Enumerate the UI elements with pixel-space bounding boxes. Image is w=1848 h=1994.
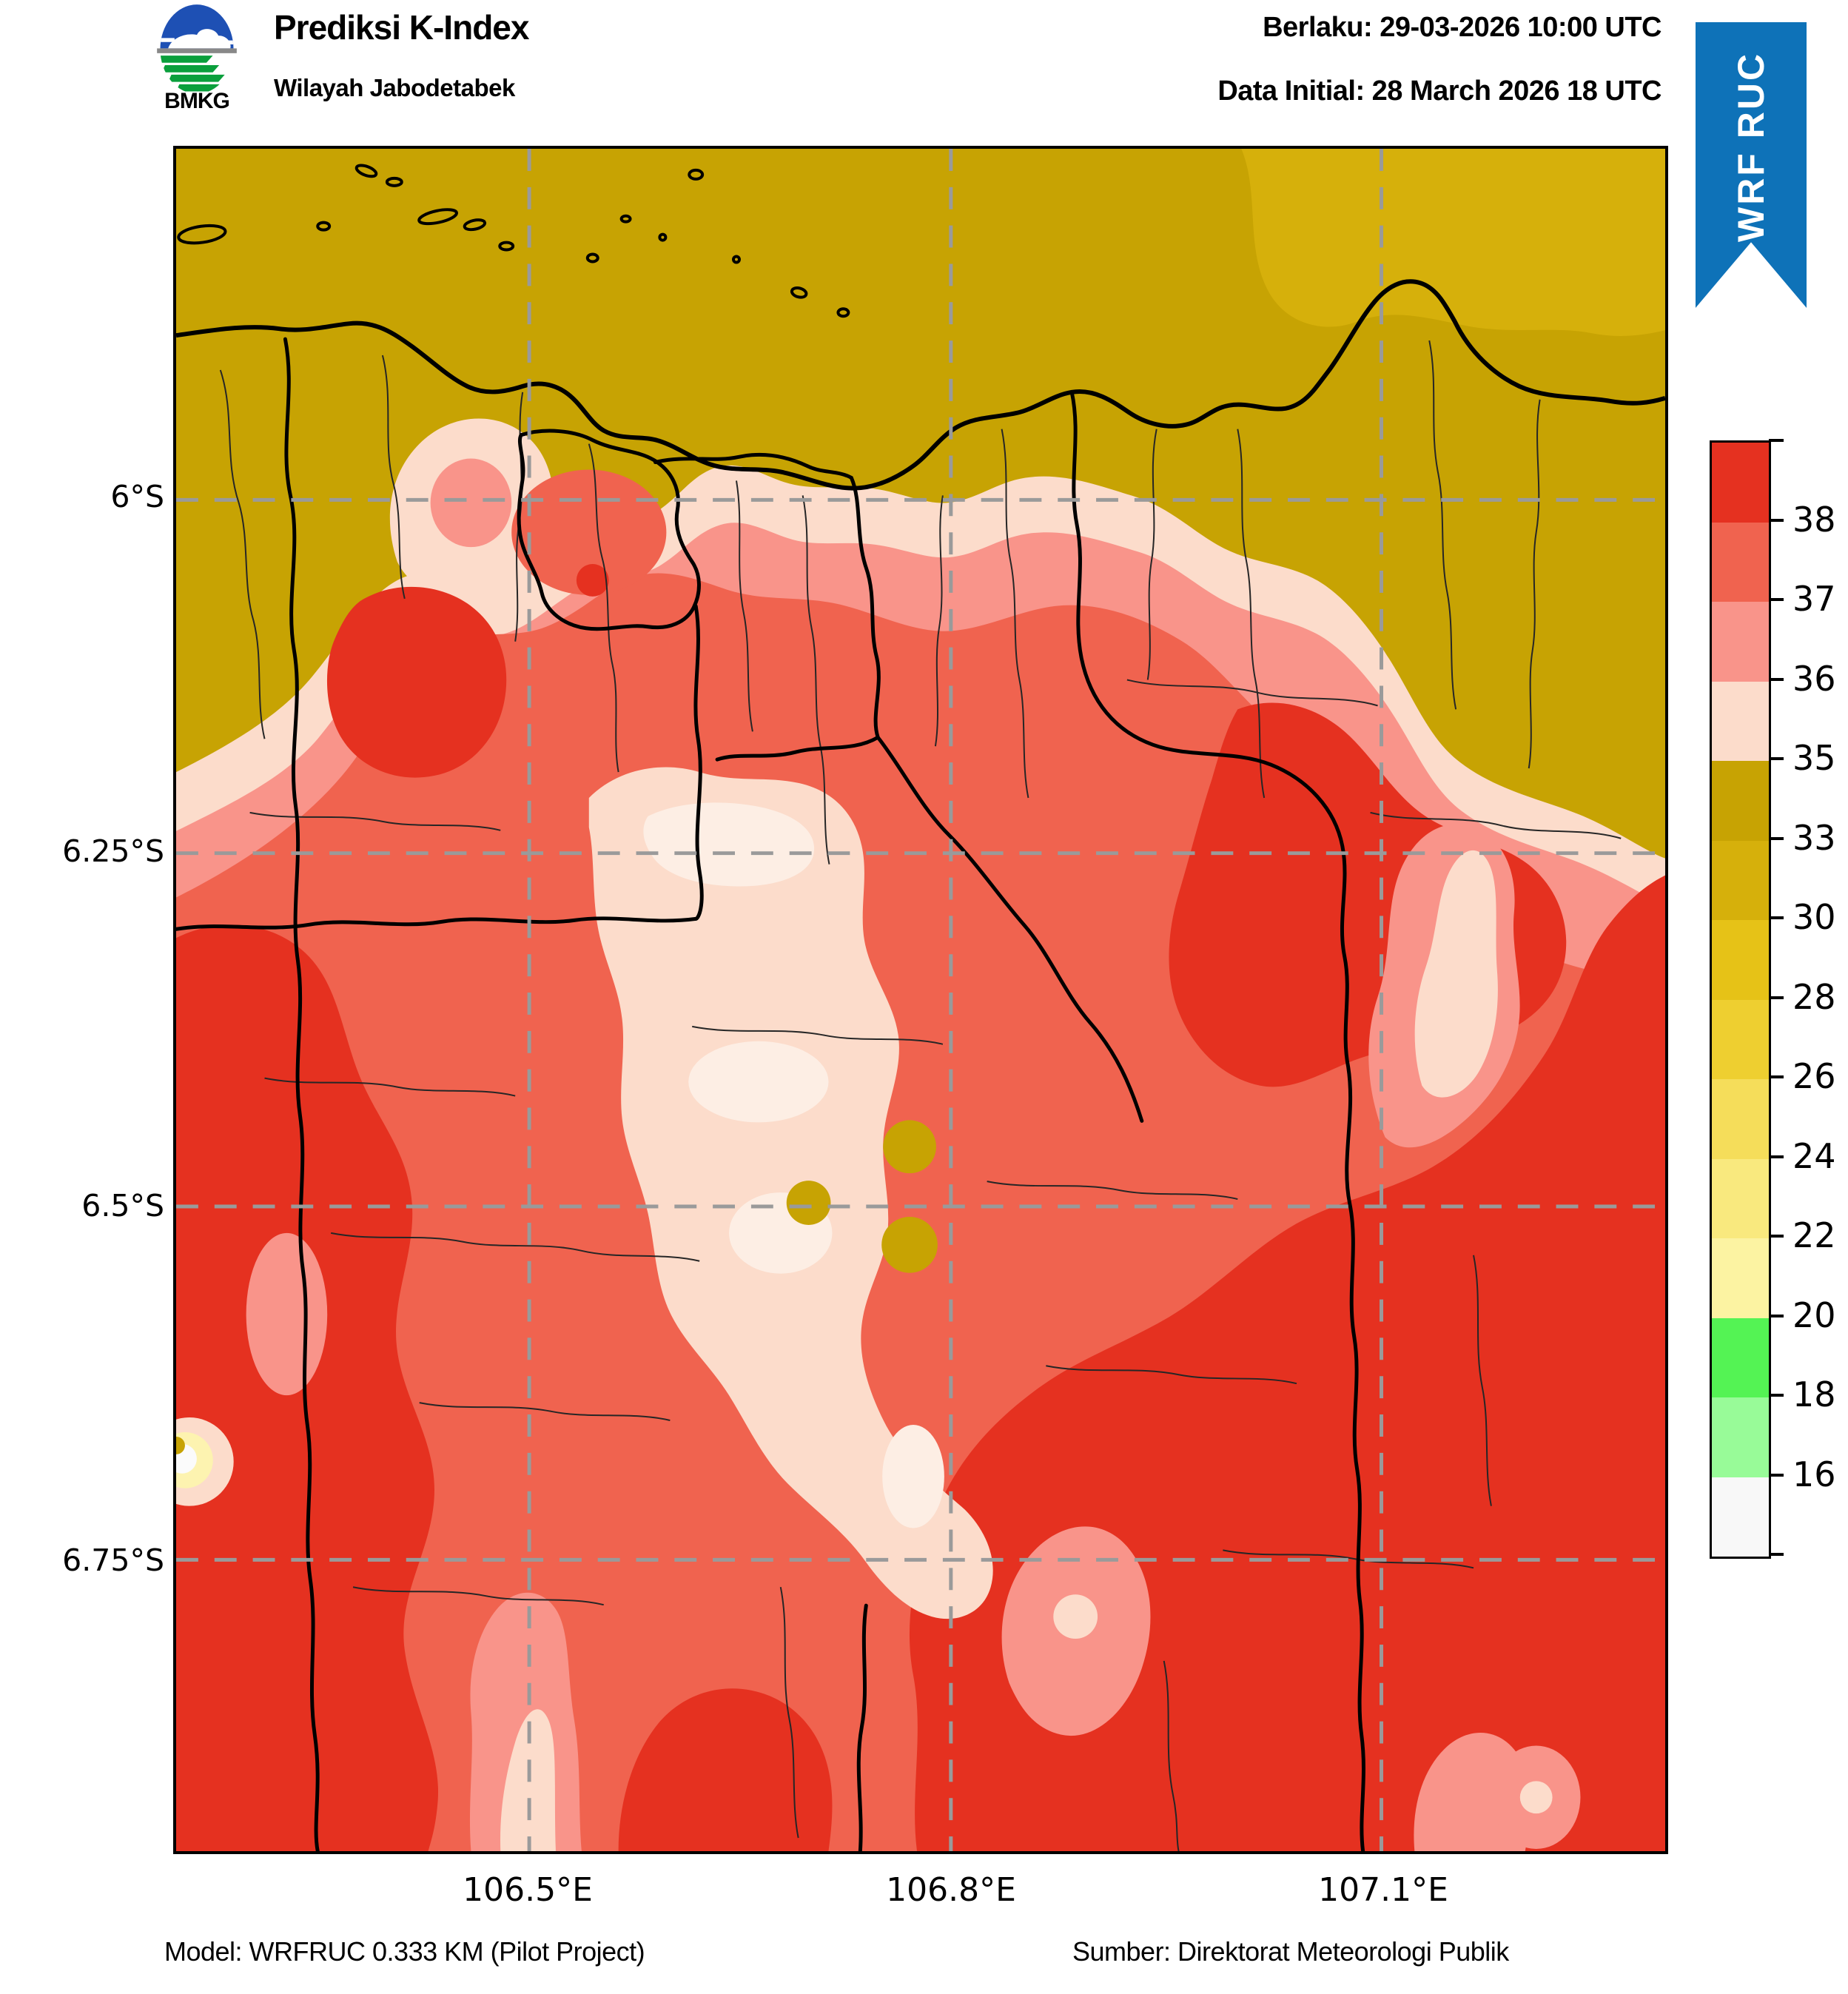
colorbar-tick-label: 26	[1792, 1056, 1836, 1096]
region-cream-dot-south	[1053, 1594, 1098, 1639]
page-subtitle: Wilayah Jabodetabek	[274, 74, 515, 101]
colorbar-tick-label: 22	[1792, 1215, 1836, 1255]
admin-boundaries	[219, 340, 1622, 1851]
colorbar-segment	[1712, 1317, 1769, 1397]
colorbar-tick-mark	[1769, 1075, 1784, 1078]
colorbar-tick-mark	[1769, 836, 1784, 840]
x-tick-label: 107.1°E	[1318, 1871, 1448, 1909]
colorbar-tick-mark	[1769, 598, 1784, 601]
colorbar-tick-mark	[1769, 677, 1784, 681]
province-borders	[176, 337, 1365, 1851]
model-ribbon-badge: WRF RUC	[1696, 22, 1807, 308]
region-olive-dot-3	[881, 1216, 938, 1273]
region-pale-core-north	[643, 802, 815, 887]
colorbar-tick-label: 30	[1792, 897, 1836, 937]
region-darkred-west	[176, 924, 439, 1851]
colorbar-tick-mark	[1769, 916, 1784, 919]
region-gold-northeast	[1241, 149, 1665, 336]
region-darkred-dot-jakarta	[576, 564, 609, 597]
region-darkred-southcenter	[618, 1688, 833, 1851]
region-edge-spot-olive	[176, 1436, 185, 1454]
bmkg-logo-icon	[157, 3, 237, 108]
colorbar-tick-label: 33	[1792, 817, 1836, 858]
colorbar-tick-label: 37	[1792, 579, 1836, 619]
colorbar-tick-mark	[1769, 1473, 1784, 1477]
colorbar-tick-mark	[1769, 1155, 1784, 1158]
colorbar-tick-mark	[1769, 439, 1784, 442]
region-darkred-tangerang	[326, 586, 507, 778]
coastline	[176, 279, 1665, 491]
source-caption: Sumber: Direktorat Meteorologi Publik	[1072, 1936, 1509, 1967]
region-olive-dot-1	[883, 1120, 936, 1174]
colorbar-segment	[1712, 1238, 1769, 1318]
kindex-map	[173, 146, 1668, 1854]
region-olive-dot-2	[786, 1181, 831, 1225]
y-tick-label: 6°S	[110, 479, 164, 514]
colorbar-tick-mark	[1769, 1553, 1784, 1556]
colorbar-segment	[1712, 1397, 1769, 1477]
colorbar-segment	[1712, 522, 1769, 602]
x-tick-label: 106.8°E	[886, 1871, 1016, 1909]
initial-time-label: Data Initial: 28 March 2026 18 UTC	[1217, 75, 1661, 107]
colorbar-segment	[1712, 602, 1769, 682]
colorbar-tick-label: 24	[1792, 1135, 1836, 1176]
region-salmon-spot-west	[246, 1232, 328, 1396]
colorbar-segment	[1712, 920, 1769, 1000]
region-cream-streak-east	[1414, 850, 1498, 1098]
colorbar-tick-mark	[1769, 1314, 1784, 1317]
model-ribbon-label: WRF RUC	[1730, 51, 1772, 242]
region-red-jakarta	[511, 469, 667, 595]
colorbar-tick-label: 18	[1792, 1374, 1836, 1414]
colorbar-segment	[1712, 1158, 1769, 1238]
colorbar-tick-label: 38	[1792, 499, 1836, 540]
colorbar-segment	[1712, 761, 1769, 841]
islands	[177, 164, 850, 318]
region-cream-core-southeast	[1519, 1781, 1553, 1814]
colorbar-tick-mark	[1769, 1235, 1784, 1238]
colorbar-tick-mark	[1769, 518, 1784, 522]
colorbar-tick-mark	[1769, 757, 1784, 760]
region-pale-tail	[882, 1425, 944, 1528]
colorbar-segment	[1712, 1079, 1769, 1159]
graticule	[176, 149, 1665, 1851]
kindex-map-canvas	[176, 149, 1665, 1851]
colorbar-tick-label: 16	[1792, 1454, 1836, 1494]
y-tick-label: 6.75°S	[62, 1543, 164, 1578]
colorbar	[1710, 440, 1771, 1559]
colorbar-tick-label: 28	[1792, 976, 1836, 1017]
colorbar-tick-label: 20	[1792, 1295, 1836, 1335]
page-title: Prediksi K-Index	[274, 8, 529, 47]
x-tick-label: 106.5°E	[463, 1871, 593, 1909]
colorbar-segment	[1712, 840, 1769, 920]
y-tick-label: 6.5°S	[81, 1188, 164, 1223]
valid-time-label: Berlaku: 29-03-2026 10:00 UTC	[1263, 12, 1661, 43]
region-salmon-pocket-west	[430, 458, 512, 548]
bmkg-logo-caption: BMKG	[164, 89, 230, 113]
colorbar-tick-mark	[1769, 1394, 1784, 1397]
colorbar-segment	[1712, 443, 1769, 523]
colorbar-segment	[1712, 1477, 1769, 1557]
y-tick-label: 6.25°S	[62, 833, 164, 869]
colorbar-segment	[1712, 999, 1769, 1079]
colorbar-tick-label: 35	[1792, 738, 1836, 778]
colorbar-tick-mark	[1769, 996, 1784, 999]
region-pale-core-mid	[688, 1041, 829, 1123]
colorbar-segment	[1712, 681, 1769, 761]
model-caption: Model: WRFRUC 0.333 KM (Pilot Project)	[164, 1936, 645, 1967]
colorbar-tick-label: 36	[1792, 658, 1836, 699]
